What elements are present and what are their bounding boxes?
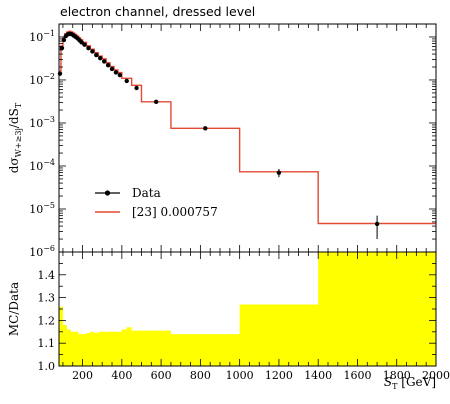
data-point-13 bbox=[86, 45, 91, 51]
x-tick-label: 1200 bbox=[265, 369, 293, 382]
x-tick-label: 400 bbox=[111, 369, 132, 382]
y-tick-label-ratio: 1.0 bbox=[38, 360, 56, 373]
y-tick-label-ratio: 1.2 bbox=[38, 314, 56, 327]
x-tick-label: 600 bbox=[151, 369, 172, 382]
data-point-26 bbox=[276, 170, 282, 175]
ratio-panel bbox=[58, 251, 437, 367]
x-axis-label: ST [GeV] bbox=[384, 375, 436, 391]
data-point-18 bbox=[105, 63, 111, 68]
y-tick-label-top: 10−4 bbox=[29, 158, 55, 173]
x-tick-label: 1800 bbox=[383, 369, 411, 382]
data-point-27 bbox=[374, 221, 380, 227]
x-tick-label: 2000 bbox=[422, 369, 450, 382]
y-axis-label-top: dσW+≥3j/dST bbox=[7, 102, 23, 173]
axes-text: 200 400 600 800 1000 1200 1400 1600 1800 2000 10−6… bbox=[7, 29, 450, 391]
x-tick-label: 800 bbox=[190, 369, 211, 382]
y-tick-label-ratio: 1.4 bbox=[38, 269, 56, 282]
data-point-14 bbox=[90, 49, 95, 54]
data-point-21 bbox=[117, 72, 123, 78]
data-point-22 bbox=[124, 78, 129, 84]
top-frame bbox=[58, 23, 437, 253]
data-point-2 bbox=[61, 37, 67, 43]
y-tick-label-ratio: 1.3 bbox=[38, 292, 56, 305]
y-axis-label-ratio: MC/Data bbox=[7, 282, 21, 336]
y-tick-label-top: 10−3 bbox=[29, 115, 55, 130]
legend-prediction-label: [23] 0.000757 bbox=[132, 205, 218, 219]
data-point-25 bbox=[203, 126, 208, 131]
y-tick-label-top: 10−5 bbox=[29, 201, 55, 216]
data-point-23 bbox=[134, 85, 139, 91]
data-point-19 bbox=[109, 66, 115, 72]
data-point-16 bbox=[98, 56, 103, 61]
data-point-1 bbox=[59, 45, 65, 51]
legend-data-label: Data bbox=[132, 186, 161, 200]
y-tick-label-top: 10−1 bbox=[29, 29, 55, 44]
x-tick-label: 200 bbox=[72, 369, 93, 382]
data-point-17 bbox=[101, 59, 107, 64]
y-tick-label-ratio: 1.1 bbox=[38, 337, 56, 350]
data-point-0 bbox=[57, 71, 63, 76]
x-tick-label: 1400 bbox=[304, 369, 332, 382]
y-tick-label-top: 10−2 bbox=[29, 72, 55, 87]
plot-title: electron channel, dressed level bbox=[60, 4, 256, 19]
prediction-histogram bbox=[59, 30, 436, 225]
data-point-11 bbox=[79, 40, 84, 45]
x-tick-label: 1000 bbox=[226, 369, 254, 382]
ratio-band bbox=[59, 252, 436, 366]
data-point-12 bbox=[82, 42, 87, 47]
x-tick-label: 1600 bbox=[343, 369, 371, 382]
top-panel bbox=[57, 23, 437, 253]
data-point-15 bbox=[94, 52, 99, 58]
legend-data-marker bbox=[104, 190, 111, 196]
y-tick-label-top: 10−6 bbox=[29, 244, 55, 259]
data-point-24 bbox=[153, 99, 159, 105]
data-point-20 bbox=[113, 70, 119, 75]
